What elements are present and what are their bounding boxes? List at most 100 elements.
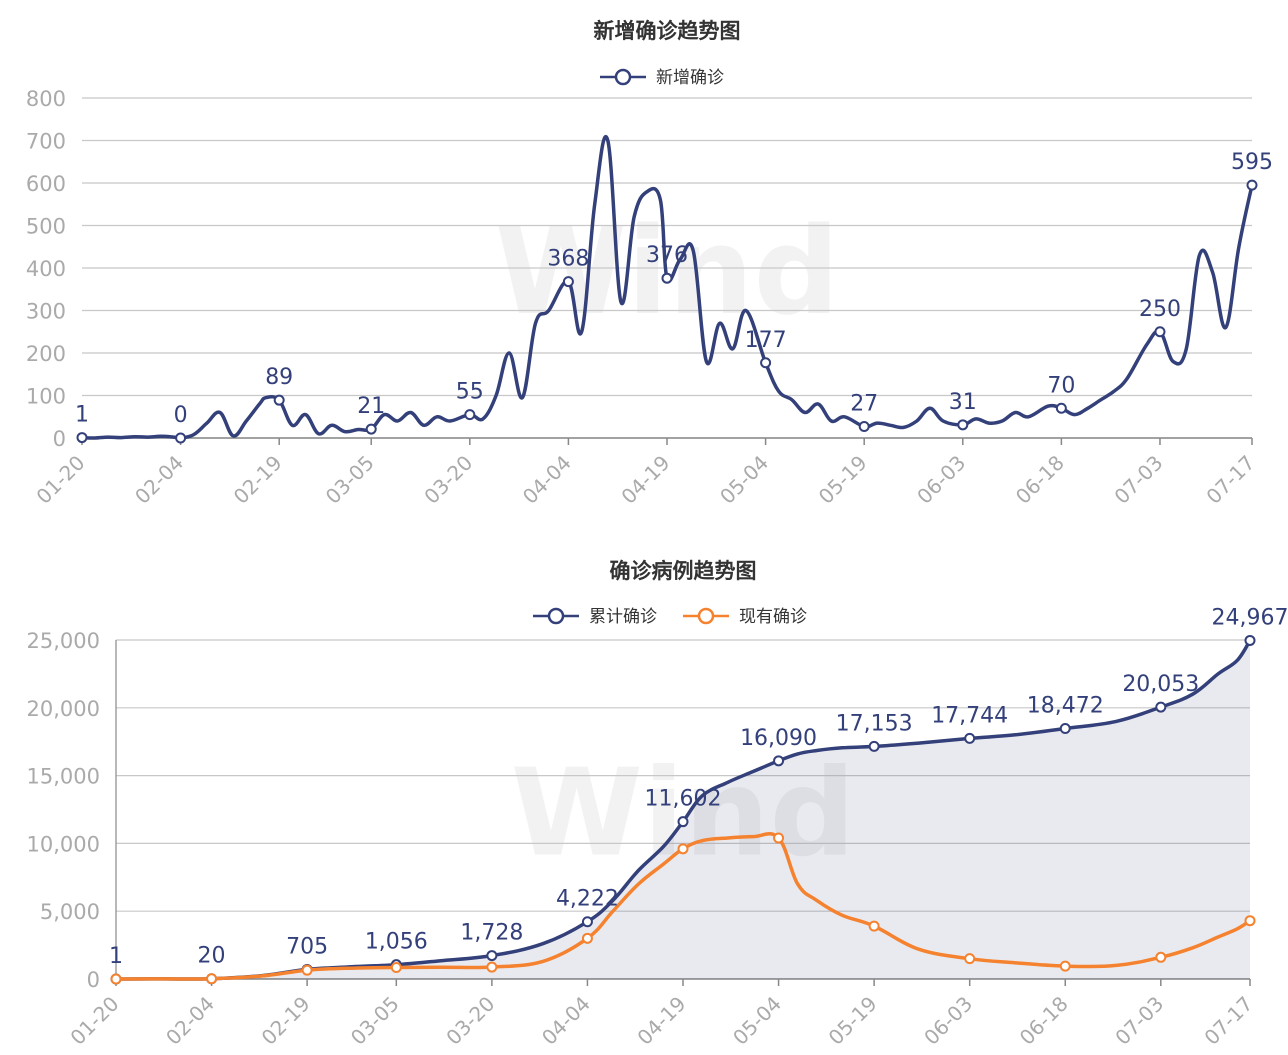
legend-label: 累计确诊 bbox=[589, 607, 657, 627]
legend-label: 现有确诊 bbox=[739, 607, 807, 627]
data-label: 1,056 bbox=[365, 930, 428, 955]
data-label: 250 bbox=[1139, 297, 1181, 322]
x-tick-label: 05-04 bbox=[715, 451, 773, 509]
data-label: 21 bbox=[357, 394, 385, 419]
series-line-1 bbox=[81, 135, 1254, 440]
y-tick-label: 500 bbox=[26, 215, 66, 239]
data-label: 89 bbox=[265, 365, 293, 390]
x-tick-label: 06-03 bbox=[912, 451, 970, 509]
data-point bbox=[868, 740, 880, 752]
data-label: 4,222 bbox=[556, 887, 619, 912]
x-tick-label: 03-05 bbox=[321, 451, 379, 509]
x-tick-label: 05-19 bbox=[824, 992, 882, 1050]
data-point bbox=[1055, 402, 1067, 414]
data-point bbox=[486, 950, 498, 962]
chart-1: Wind新增确诊趋势图新增确诊0100200300400500600700800… bbox=[26, 19, 1273, 509]
y-tick-label: 0 bbox=[53, 427, 66, 451]
data-point bbox=[661, 272, 673, 284]
legend-label: 新增确诊 bbox=[656, 68, 724, 88]
x-tick-label: 04-19 bbox=[616, 451, 674, 509]
x-tick-label: 02-04 bbox=[130, 451, 188, 509]
data-label: 27 bbox=[850, 392, 878, 417]
y-tick-label: 200 bbox=[26, 342, 66, 366]
data-point bbox=[206, 973, 218, 985]
data-point bbox=[273, 394, 285, 406]
data-point bbox=[1155, 951, 1167, 963]
data-label: 18,472 bbox=[1027, 694, 1104, 719]
x-tick-label: 04-04 bbox=[518, 451, 576, 509]
legend-swatch-marker bbox=[547, 607, 565, 625]
x-tick-label: 07-17 bbox=[1201, 451, 1259, 509]
series-area-1 bbox=[116, 640, 1250, 980]
x-tick-label: 07-03 bbox=[1109, 451, 1167, 509]
legend-swatch-marker bbox=[697, 607, 715, 625]
y-tick-label: 400 bbox=[26, 257, 66, 281]
data-point bbox=[957, 419, 969, 431]
data-label: 1 bbox=[75, 403, 89, 428]
chart-title: 新增确诊趋势图 bbox=[594, 19, 741, 43]
watermark: Wind bbox=[511, 745, 856, 884]
data-label: 705 bbox=[286, 934, 328, 959]
data-label: 368 bbox=[547, 247, 589, 272]
data-point bbox=[581, 932, 593, 944]
x-tick-label: 04-19 bbox=[632, 992, 690, 1050]
legend-item-1: 新增确诊 bbox=[600, 68, 724, 88]
data-point bbox=[1244, 915, 1256, 927]
data-point bbox=[1059, 723, 1071, 735]
legend-item-1: 累计确诊 bbox=[533, 607, 657, 627]
data-label: 1,728 bbox=[460, 921, 523, 946]
y-tick-label: 20,000 bbox=[27, 697, 100, 721]
x-tick-label: 06-18 bbox=[1011, 451, 1069, 509]
y-tick-label: 15,000 bbox=[27, 765, 100, 789]
data-label: 376 bbox=[646, 243, 688, 268]
x-tick-label: 06-18 bbox=[1015, 992, 1073, 1050]
data-point bbox=[677, 816, 689, 828]
x-tick-label: 03-20 bbox=[441, 992, 499, 1050]
data-point bbox=[1246, 179, 1258, 191]
y-tick-label: 10,000 bbox=[27, 832, 100, 856]
data-point bbox=[1059, 960, 1071, 972]
x-tick-label: 06-03 bbox=[919, 992, 977, 1050]
data-point bbox=[773, 832, 785, 844]
data-label: 177 bbox=[745, 328, 787, 353]
data-point bbox=[760, 357, 772, 369]
data-point bbox=[464, 409, 476, 421]
data-point bbox=[773, 755, 785, 767]
x-tick-label: 04-04 bbox=[537, 992, 595, 1050]
data-point bbox=[964, 732, 976, 744]
y-tick-label: 700 bbox=[26, 130, 66, 154]
data-point bbox=[858, 421, 870, 433]
data-label: 70 bbox=[1047, 373, 1075, 398]
data-point bbox=[365, 423, 377, 435]
data-label: 17,744 bbox=[931, 703, 1008, 728]
data-label: 55 bbox=[456, 380, 484, 405]
data-point bbox=[964, 953, 976, 965]
data-label: 11,602 bbox=[645, 787, 722, 812]
x-tick-label: 03-05 bbox=[346, 992, 404, 1050]
legend: 累计确诊 现有确诊 bbox=[533, 607, 807, 627]
legend: 新增确诊 bbox=[600, 68, 724, 88]
y-tick-label: 300 bbox=[26, 300, 66, 324]
x-tick-label: 02-04 bbox=[161, 992, 219, 1050]
data-point bbox=[677, 843, 689, 855]
data-point bbox=[76, 432, 88, 444]
x-tick-label: 05-04 bbox=[728, 992, 786, 1050]
y-tick-label: 600 bbox=[26, 172, 66, 196]
y-tick-label: 0 bbox=[87, 968, 100, 992]
data-label: 1 bbox=[109, 944, 123, 969]
data-point bbox=[581, 916, 593, 928]
data-label: 16,090 bbox=[740, 726, 817, 751]
y-tick-label: 100 bbox=[26, 385, 66, 409]
data-point bbox=[1154, 326, 1166, 338]
x-tick-label: 07-17 bbox=[1199, 992, 1257, 1050]
data-point bbox=[390, 961, 402, 973]
y-tick-label: 5,000 bbox=[40, 900, 100, 924]
data-point bbox=[868, 920, 880, 932]
data-label: 20,053 bbox=[1122, 672, 1199, 697]
data-point bbox=[562, 276, 574, 288]
series-line-2 bbox=[115, 832, 1251, 981]
legend-swatch-marker bbox=[614, 68, 632, 86]
data-label: 17,153 bbox=[836, 711, 913, 736]
